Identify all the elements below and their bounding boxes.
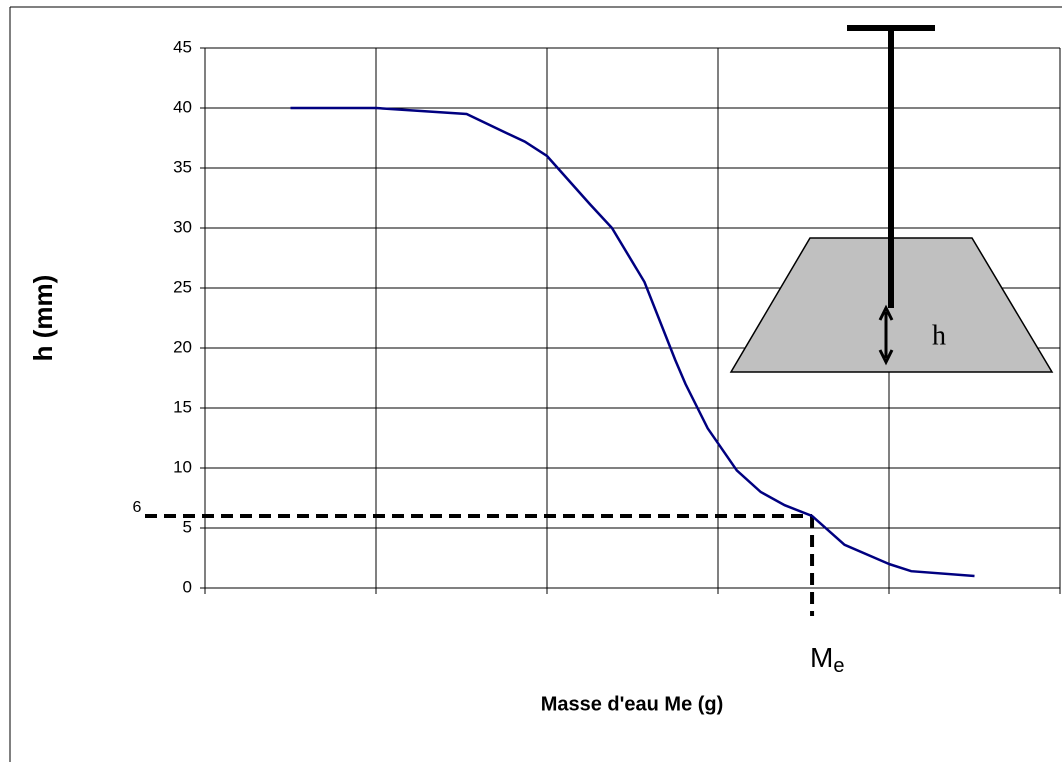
y-tick-label: 30 <box>173 217 192 236</box>
data-line <box>290 106 975 578</box>
y-tick-label: 35 <box>173 157 192 176</box>
y-tick-label: 20 <box>173 337 192 356</box>
x-axis-label: Masse d'eau Me (g) <box>541 693 724 715</box>
arrow-head <box>878 349 894 366</box>
arrow-head <box>878 304 894 321</box>
y-axis-label: h (mm) <box>28 275 58 362</box>
diagram-label: h <box>932 320 946 351</box>
diagram: h <box>729 25 1054 373</box>
guide-label: 6 <box>133 499 142 516</box>
y-tick-label: 45 <box>173 37 192 56</box>
marker-label-main: M <box>810 642 833 673</box>
y-tick-label: 0 <box>183 577 192 596</box>
y-tick-label: 25 <box>173 277 192 296</box>
plot-area: 0 5 10 15 20 25 30 35 40 45 6 Me <box>133 37 1061 677</box>
y-tick-label: 5 <box>183 517 192 536</box>
y-tick-label: 40 <box>173 97 192 116</box>
marker-label-sub: e <box>833 655 844 677</box>
y-tick-label: 15 <box>173 397 192 416</box>
marker-label: Me <box>810 642 844 677</box>
y-tick-label: 10 <box>173 457 192 476</box>
